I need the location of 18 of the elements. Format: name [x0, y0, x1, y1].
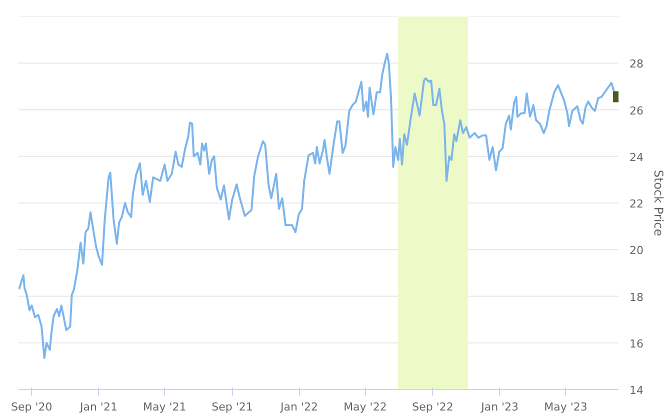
y-tick-label: 14	[630, 384, 644, 397]
y-axis-title: Stock Price	[651, 170, 666, 236]
x-tick-label: Sep '22	[412, 400, 454, 414]
y-tick-label: 24	[630, 150, 644, 164]
x-tick-label: May '22	[344, 400, 387, 414]
x-tick-label: Jan '23	[480, 400, 519, 414]
y-tick-label: 20	[630, 244, 644, 258]
y-tick-label: 22	[630, 198, 644, 210]
x-tick-label: May '23	[544, 400, 588, 414]
y-tick-label: 18	[630, 290, 644, 304]
x-tick-label: Sep '20	[11, 400, 52, 414]
x-tick-label: Jan '21	[78, 400, 118, 414]
x-tick-label: May '21	[143, 400, 186, 414]
x-tick-label: Jan '22	[280, 400, 318, 414]
y-tick-label: 26	[630, 104, 644, 118]
x-tick-label: Sep '21	[212, 400, 253, 414]
y-tick-label: 16	[630, 337, 644, 350]
y-tick-label: 28	[630, 58, 644, 71]
